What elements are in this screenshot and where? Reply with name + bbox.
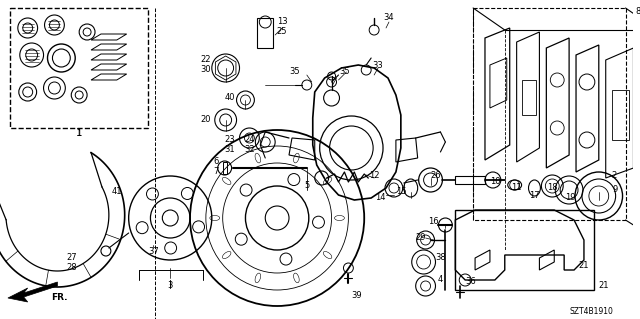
Text: 24: 24 xyxy=(244,136,255,145)
Bar xyxy=(10,8,148,128)
Text: 21: 21 xyxy=(598,280,609,290)
Text: FR.: FR. xyxy=(51,293,68,302)
Text: 23: 23 xyxy=(224,136,235,145)
Text: 26: 26 xyxy=(430,170,441,180)
Bar xyxy=(257,18,273,48)
Text: 19: 19 xyxy=(565,194,575,203)
Text: 16: 16 xyxy=(428,218,439,226)
Text: 32: 32 xyxy=(244,145,255,154)
Text: 7: 7 xyxy=(213,167,218,176)
Bar xyxy=(612,90,630,140)
Text: 38: 38 xyxy=(435,254,446,263)
Text: 20: 20 xyxy=(200,115,211,124)
Text: 39: 39 xyxy=(351,291,362,300)
Text: 10: 10 xyxy=(490,177,500,187)
Text: 27: 27 xyxy=(66,254,77,263)
Text: 9: 9 xyxy=(613,186,618,195)
Text: 28: 28 xyxy=(66,263,77,272)
Bar xyxy=(522,80,536,115)
Text: 37: 37 xyxy=(148,248,159,256)
Text: 13: 13 xyxy=(276,18,287,26)
Text: 29: 29 xyxy=(415,234,426,242)
Text: 11: 11 xyxy=(511,183,522,192)
Text: 18: 18 xyxy=(547,183,557,192)
Text: 17: 17 xyxy=(529,190,540,199)
Text: 40: 40 xyxy=(225,93,235,102)
Text: 6: 6 xyxy=(213,158,218,167)
Text: 5: 5 xyxy=(304,181,310,189)
Text: 14: 14 xyxy=(375,194,385,203)
Bar xyxy=(455,210,594,290)
Text: 36: 36 xyxy=(466,278,477,286)
Text: 41: 41 xyxy=(111,188,122,197)
Text: 2: 2 xyxy=(611,170,616,180)
Text: 22: 22 xyxy=(200,56,211,64)
Text: 8: 8 xyxy=(636,8,640,17)
Text: 35: 35 xyxy=(290,68,300,77)
Text: 35: 35 xyxy=(339,68,349,77)
Text: 34: 34 xyxy=(383,13,394,23)
Text: 21: 21 xyxy=(579,261,589,270)
Bar xyxy=(455,176,485,184)
Text: 12: 12 xyxy=(369,170,380,180)
Bar xyxy=(223,162,227,174)
Text: 33: 33 xyxy=(372,61,383,70)
Polygon shape xyxy=(8,282,58,302)
Text: 31: 31 xyxy=(224,145,235,154)
Text: 15: 15 xyxy=(397,188,407,197)
Text: 4: 4 xyxy=(438,276,443,285)
Text: 3: 3 xyxy=(168,280,173,290)
Text: 1: 1 xyxy=(76,128,83,138)
Text: SZT4B1910: SZT4B1910 xyxy=(570,308,614,316)
Text: 1: 1 xyxy=(77,129,82,137)
Text: 30: 30 xyxy=(200,65,211,75)
Text: 25: 25 xyxy=(277,27,287,36)
